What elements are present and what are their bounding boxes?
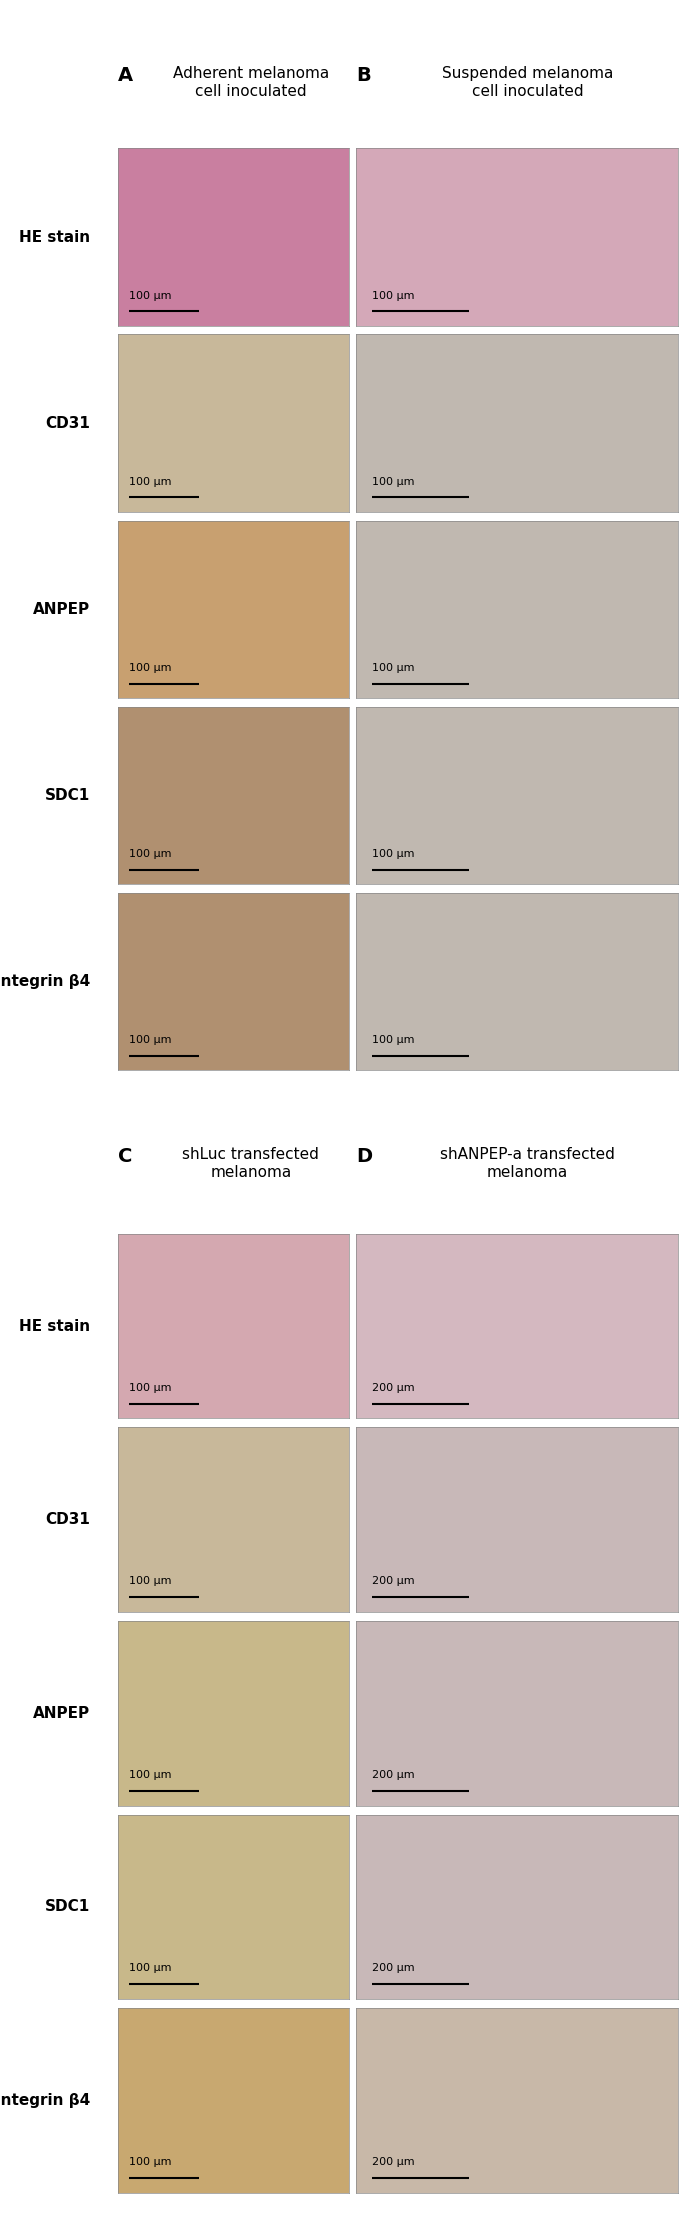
Text: 200 μm: 200 μm xyxy=(372,2157,415,2166)
Text: 100 μm: 100 μm xyxy=(129,1382,172,1393)
Text: 100 μm: 100 μm xyxy=(129,1577,172,1586)
Text: 100 μm: 100 μm xyxy=(129,1962,172,1974)
Text: 100 μm: 100 μm xyxy=(129,1034,172,1045)
Text: shANPEP-a transfected
melanoma: shANPEP-a transfected melanoma xyxy=(440,1147,615,1181)
Text: 100 μm: 100 μm xyxy=(129,290,172,301)
Text: 100 μm: 100 μm xyxy=(372,290,415,301)
Text: B: B xyxy=(356,66,371,86)
Text: 200 μm: 200 μm xyxy=(372,1577,415,1586)
Text: CD31: CD31 xyxy=(45,1513,90,1526)
Text: 100 μm: 100 μm xyxy=(372,662,415,673)
Text: 200 μm: 200 μm xyxy=(372,1770,415,1781)
Text: 100 μm: 100 μm xyxy=(129,662,172,673)
Text: ANPEP: ANPEP xyxy=(33,1706,90,1721)
Text: shLuc transfected
melanoma: shLuc transfected melanoma xyxy=(183,1147,319,1181)
Text: 200 μm: 200 μm xyxy=(372,1382,415,1393)
Text: 100 μm: 100 μm xyxy=(129,848,172,859)
Text: C: C xyxy=(118,1147,132,1167)
Text: CD31: CD31 xyxy=(45,416,90,430)
Text: 100 μm: 100 μm xyxy=(129,1770,172,1781)
Text: A: A xyxy=(118,66,133,86)
Text: Integrin β4: Integrin β4 xyxy=(0,975,90,988)
Text: ANPEP: ANPEP xyxy=(33,602,90,616)
Text: Integrin β4: Integrin β4 xyxy=(0,2093,90,2109)
Text: 200 μm: 200 μm xyxy=(372,1962,415,1974)
Text: 100 μm: 100 μm xyxy=(372,476,415,487)
Text: Adherent melanoma
cell inoculated: Adherent melanoma cell inoculated xyxy=(173,66,329,100)
Text: HE stain: HE stain xyxy=(19,1318,90,1333)
Text: D: D xyxy=(356,1147,372,1167)
Text: 100 μm: 100 μm xyxy=(372,1034,415,1045)
Text: SDC1: SDC1 xyxy=(45,789,90,802)
Text: 100 μm: 100 μm xyxy=(129,476,172,487)
Text: Suspended melanoma
cell inoculated: Suspended melanoma cell inoculated xyxy=(442,66,613,100)
Text: HE stain: HE stain xyxy=(19,230,90,244)
Text: SDC1: SDC1 xyxy=(45,1900,90,1914)
Text: 100 μm: 100 μm xyxy=(129,2157,172,2166)
Text: 100 μm: 100 μm xyxy=(372,848,415,859)
